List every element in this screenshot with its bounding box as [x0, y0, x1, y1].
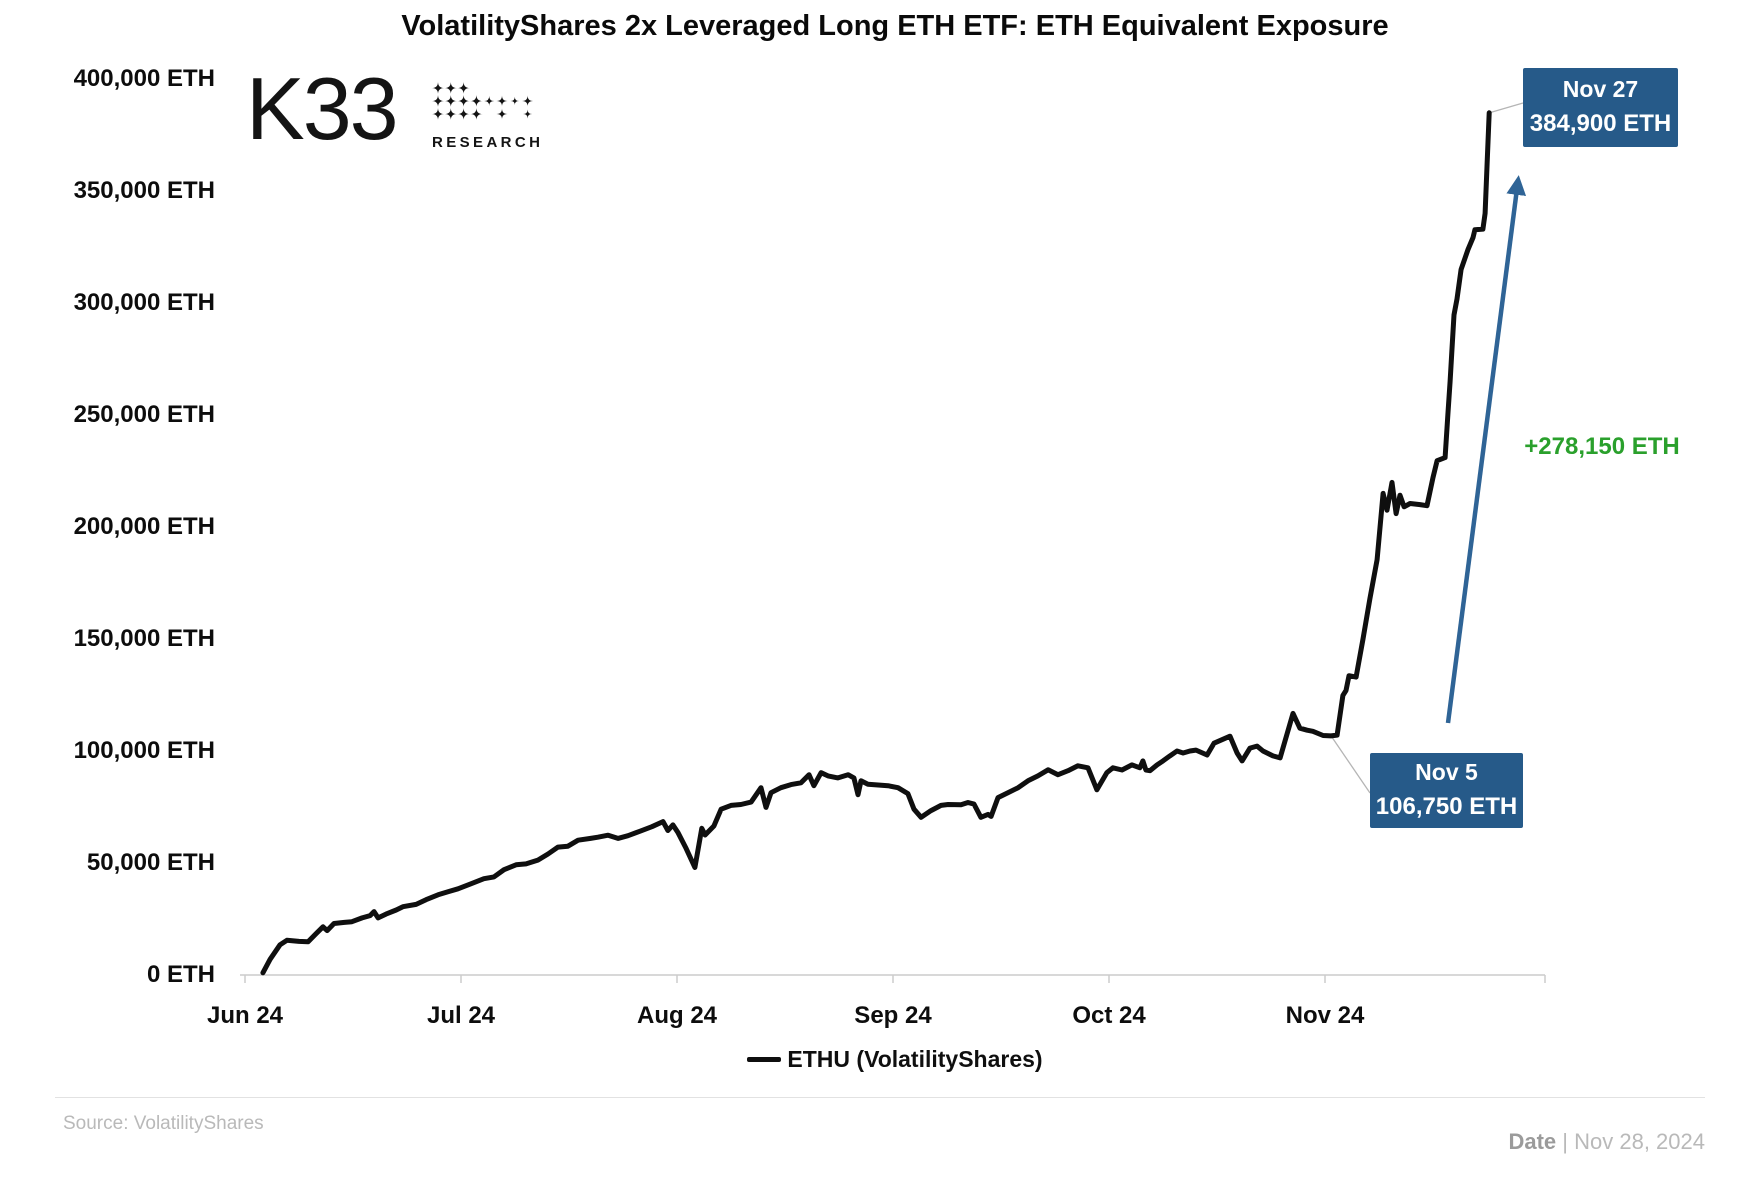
annotation-nov5-date: Nov 5	[1415, 759, 1478, 786]
series-ethu-line	[260, 110, 1492, 976]
y-axis-label: 150,000 ETH	[73, 625, 215, 652]
page-title: VolatilityShares 2x Leveraged Long ETH E…	[401, 10, 1389, 42]
y-axis-label: 50,000 ETH	[86, 849, 215, 876]
x-axis-label: Nov 24	[1285, 1002, 1365, 1029]
legend-label: ETHU (VolatilityShares)	[787, 1046, 1043, 1072]
x-axis-label: Sep 24	[854, 1002, 932, 1029]
delta-label: +278,150 ETH	[1524, 433, 1680, 460]
annotation-nov5-value: 106,750 ETH	[1375, 792, 1518, 820]
annotation-nov5: Nov 5 106,750 ETH	[1370, 753, 1523, 828]
trend-arrow-icon	[1445, 175, 1527, 724]
y-axis-label: 250,000 ETH	[73, 401, 215, 428]
y-axis-label: 200,000 ETH	[73, 513, 215, 540]
y-axis-label: 300,000 ETH	[73, 289, 215, 316]
x-axis-labels: Jun 24 Jul 24 Aug 24 Sep 24 Oct 24 Nov 24	[0, 1002, 1759, 1036]
k33-logo: K33 RESEARCH	[246, 59, 546, 167]
annotation-nov27-value: 384,900 ETH	[1529, 109, 1672, 137]
source-note: Source: VolatilityShares	[63, 1113, 264, 1134]
date-note-label: Date	[1508, 1129, 1557, 1154]
y-axis-label: 100,000 ETH	[73, 737, 215, 764]
y-axis-label: 350,000 ETH	[73, 177, 215, 204]
annotation-nov27-date: Nov 27	[1562, 76, 1639, 103]
legend-line-swatch-icon	[747, 1057, 782, 1062]
k33-logo-subtext: RESEARCH	[432, 134, 544, 151]
y-axis-label: 0 ETH	[146, 961, 215, 988]
x-axis-label: Jun 24	[206, 1002, 284, 1029]
x-axis-label: Oct 24	[1072, 1002, 1146, 1029]
date-note-value: | Nov 28, 2024	[1562, 1129, 1705, 1154]
legend: ETHU (VolatilityShares)	[245, 1046, 1545, 1073]
annotation-nov27: Nov 27 384,900 ETH	[1523, 68, 1678, 147]
k33-logo-pattern-icon	[431, 81, 534, 121]
footer-divider	[55, 1097, 1705, 1098]
x-axis-label: Aug 24	[636, 1002, 718, 1029]
y-axis-label: 400,000 ETH	[73, 65, 215, 92]
date-note: Date | Nov 28, 2024	[1508, 1129, 1705, 1155]
x-axis-label: Jul 24	[426, 1002, 496, 1029]
k33-logo-text: K33	[246, 59, 399, 158]
